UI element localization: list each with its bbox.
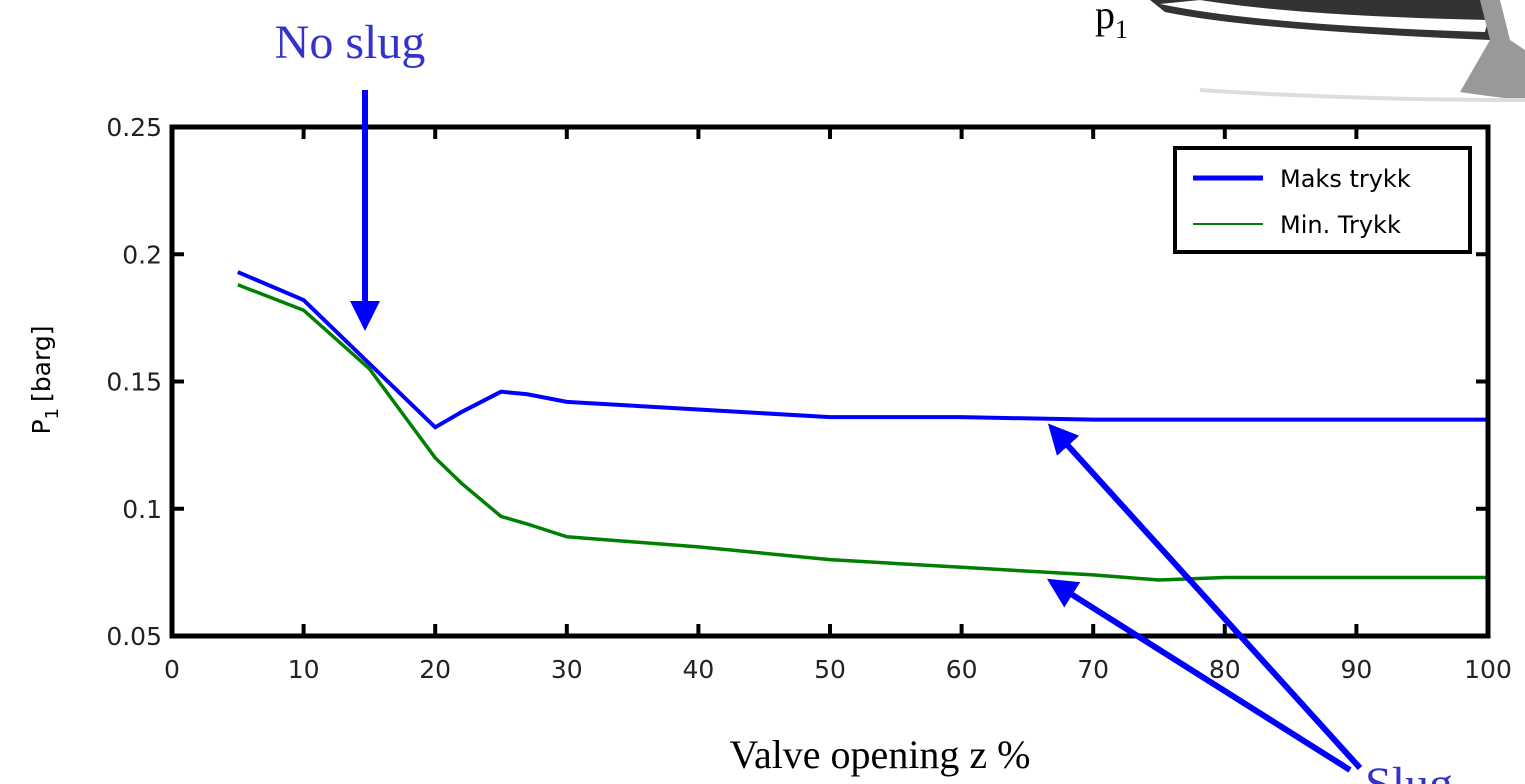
x-tick-label: 30 [551,655,583,684]
y-tick-label: 0.15 [106,368,162,397]
annotation: No slug [275,16,426,69]
x-tick-label: 70 [1077,655,1109,684]
y-tick-label: 0.25 [106,113,162,142]
x-tick-label: 0 [164,655,180,684]
legend-box [1173,146,1472,254]
x-tick-label: 100 [1464,655,1512,684]
x-tick-label: 50 [814,655,846,684]
series-line [237,270,1488,430]
plot-frame [169,124,1491,639]
x-tick-label: 40 [682,655,714,684]
x-tick-label: 20 [419,655,451,684]
x-tick-label: 90 [1340,655,1372,684]
y-tick-label: 0.05 [106,622,162,651]
annotation: Slug [1365,758,1453,784]
y-tick-label: 0.1 [122,495,162,524]
x-tick-label: 80 [1209,655,1241,684]
y-axis-label: P1 [barg] [27,326,63,435]
legend-label: Min. Trykk [1280,211,1401,239]
pipe-illustration [1150,0,1525,102]
y-tick-label: 0.2 [122,240,162,269]
y-axis-label-main: P [27,419,56,434]
y-axis-label-unit: [barg] [27,326,56,402]
legend-label: Maks trykk [1280,165,1411,193]
inset-label-sub: 1 [1115,15,1128,44]
arrow [1047,423,1363,771]
arrow [1046,578,1352,773]
x-tick-label: 60 [946,655,978,684]
inset-label: p1 [1095,0,1128,44]
series-line [237,283,1488,582]
y-axis-label-sub: 1 [42,408,63,419]
x-tick-label: 10 [288,655,320,684]
arrows [350,90,1363,773]
plot-area: 0.05 0.1 0.15 0.2 0.25 0 10 20 30 40 50 60 70 80 90 100… [106,113,1512,684]
x-axis-label: Valve opening z % [729,732,1030,777]
inset-label-main: p [1095,0,1115,37]
